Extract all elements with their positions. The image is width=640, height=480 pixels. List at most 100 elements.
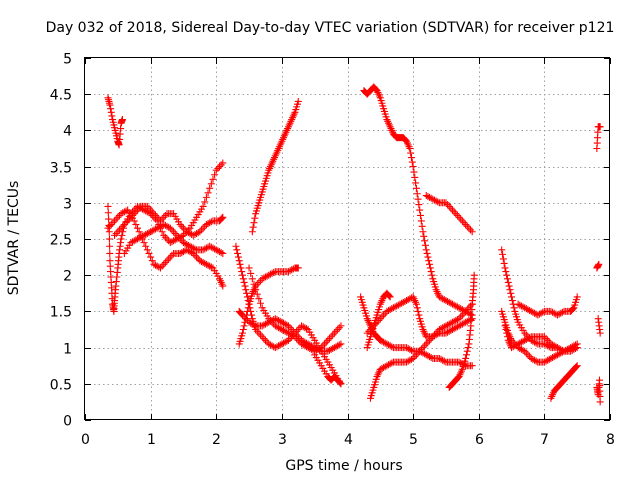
data-point: [508, 293, 516, 301]
data-point: [537, 309, 545, 317]
data-point: [596, 123, 604, 131]
data-point: [243, 307, 251, 315]
data-point: [250, 219, 258, 227]
data-point: [217, 249, 225, 257]
data-point: [426, 264, 434, 272]
data-point: [245, 264, 253, 272]
data-point: [414, 349, 422, 357]
data-point: [508, 297, 516, 305]
data-point: [270, 268, 278, 276]
data-point: [255, 295, 263, 303]
data-point: [171, 230, 179, 238]
data-point: [552, 343, 560, 351]
data-point: [244, 304, 252, 312]
data-point: [193, 253, 201, 261]
data-point: [238, 268, 246, 276]
data-point: [294, 97, 302, 105]
data-point: [421, 237, 429, 245]
x-tick-label: 8: [606, 432, 615, 448]
data-point: [112, 215, 120, 223]
data-point: [288, 266, 296, 274]
y-axis-label: SDTVAR / TECUs: [6, 181, 22, 296]
data-point: [193, 230, 201, 238]
data-point: [453, 211, 461, 219]
data-point: [421, 329, 429, 337]
data-point: [501, 322, 509, 330]
data-point: [233, 246, 241, 254]
data-point: [211, 171, 219, 179]
data-point: [412, 184, 420, 192]
data-point: [206, 219, 214, 227]
data-point: [204, 189, 212, 197]
data-point: [417, 211, 425, 219]
data-point: [452, 210, 460, 218]
series-arc-23: [547, 362, 581, 402]
data-point: [240, 278, 248, 286]
data-point: [202, 193, 210, 201]
data-point: [445, 202, 453, 210]
series-arc-24: [593, 123, 604, 406]
data-point: [414, 195, 422, 203]
data-point: [596, 398, 604, 406]
data-point: [378, 313, 386, 321]
data-point: [294, 264, 302, 272]
data-point: [104, 202, 112, 210]
data-point: [412, 179, 420, 187]
data-point: [501, 264, 509, 272]
data-point: [504, 278, 512, 286]
data-point: [239, 275, 247, 283]
series-arc-12: [360, 83, 476, 319]
series-arc-17: [366, 300, 476, 402]
data-point: [248, 275, 256, 283]
data-point: [554, 344, 561, 352]
data-point: [186, 230, 194, 238]
data-point: [406, 145, 414, 152]
data-point: [160, 231, 168, 239]
data-point: [426, 260, 434, 268]
data-point: [207, 263, 215, 271]
data-point: [251, 214, 259, 222]
data-point: [502, 326, 510, 333]
series-arc-1: [104, 94, 126, 149]
data-point: [569, 305, 577, 313]
data-point: [119, 222, 127, 230]
series-arc-5: [120, 221, 227, 257]
data-point: [440, 357, 448, 365]
data-point: [260, 335, 268, 343]
data-point: [294, 336, 302, 344]
data-point: [542, 335, 550, 343]
data-point: [386, 293, 394, 301]
data-point: [111, 217, 119, 225]
data-point: [201, 198, 209, 206]
data-point: [505, 282, 513, 290]
data-point: [434, 198, 442, 206]
data-point: [332, 327, 340, 335]
data-point: [148, 208, 156, 216]
data-point: [261, 336, 269, 344]
data-point: [140, 239, 148, 247]
data-point: [510, 304, 518, 312]
data-point: [114, 213, 122, 221]
data-point: [421, 241, 429, 249]
data-point: [503, 271, 511, 279]
x-axis: 0 1 2 3 4 5 6 7 8: [81, 58, 615, 448]
data-point: [444, 201, 452, 209]
data-point: [155, 263, 163, 271]
data-point: [422, 340, 430, 348]
data-point: [325, 335, 333, 343]
data-point: [498, 246, 506, 254]
data-point: [337, 322, 345, 330]
series-arc-4: [111, 202, 227, 239]
data-point: [413, 304, 421, 312]
data-point: [558, 308, 566, 316]
data-point: [106, 222, 114, 230]
data-point: [250, 321, 258, 329]
data-point: [158, 215, 166, 223]
data-point: [118, 231, 126, 239]
data-point: [419, 344, 427, 352]
x-tick-label: 0: [81, 432, 90, 448]
data-point: [153, 213, 161, 221]
data-point: [239, 271, 246, 279]
data-point: [376, 315, 384, 323]
